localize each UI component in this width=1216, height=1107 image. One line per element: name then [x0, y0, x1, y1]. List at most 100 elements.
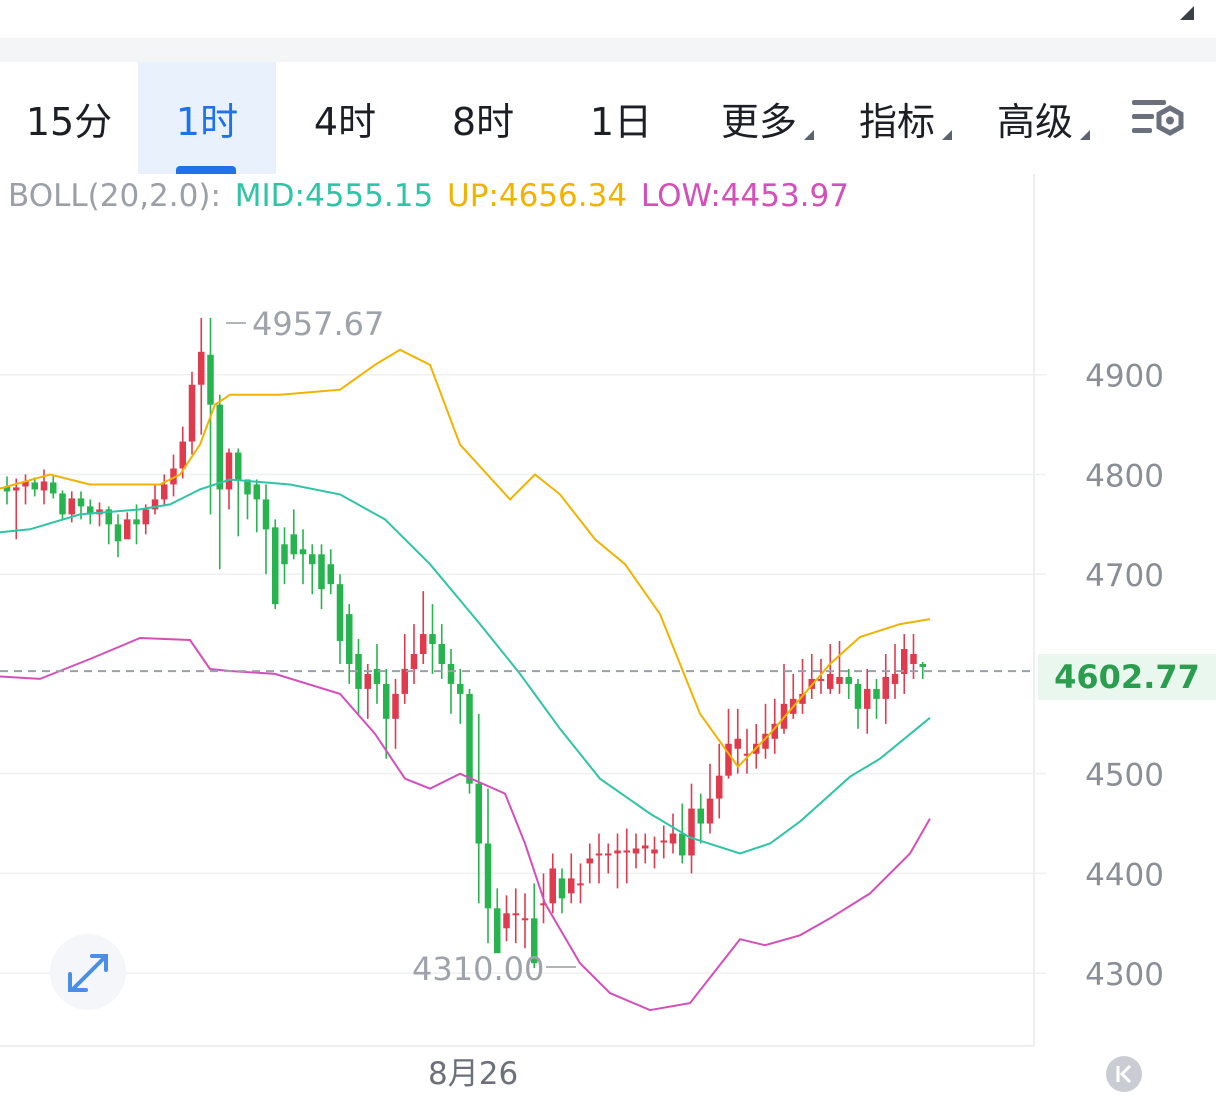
- candle-body: [854, 683, 862, 709]
- candle-body: [614, 850, 621, 854]
- candle: [392, 678, 399, 749]
- candle-body: [161, 484, 168, 500]
- candle: [919, 661, 926, 679]
- top-bar: [0, 0, 1216, 38]
- candle: [309, 544, 316, 595]
- candle-body: [327, 564, 334, 585]
- candle-body: [688, 808, 695, 856]
- candle: [253, 479, 260, 533]
- jump-to-latest-icon: [1116, 1064, 1132, 1084]
- candle-body: [336, 584, 344, 642]
- candle: [299, 529, 307, 585]
- candle-body: [114, 524, 122, 542]
- candle: [716, 743, 723, 819]
- tab-1h[interactable]: 1时: [138, 62, 276, 174]
- candle: [762, 703, 769, 759]
- candle-body: [558, 878, 566, 899]
- candle-body: [642, 845, 649, 849]
- candle-body: [170, 468, 177, 485]
- candle: [235, 448, 242, 537]
- candle-body: [364, 673, 371, 689]
- candle-body: [771, 723, 778, 739]
- candle-body: [31, 482, 38, 490]
- candle-body: [817, 678, 825, 681]
- expand-arrows-icon: [68, 954, 108, 992]
- candle: [170, 454, 177, 497]
- candle: [281, 527, 288, 585]
- tab-1d[interactable]: 1日: [552, 62, 690, 174]
- candle: [484, 788, 492, 944]
- tab-advanced[interactable]: 高级: [966, 62, 1104, 174]
- candle-body: [873, 688, 880, 699]
- triangle-up-right-icon[interactable]: [1180, 6, 1194, 20]
- candle-body: [679, 833, 686, 856]
- active-indicator: [176, 166, 236, 174]
- candle: [475, 713, 482, 904]
- candle-body: [827, 673, 834, 689]
- candle: [114, 514, 122, 558]
- candle: [151, 484, 159, 515]
- candle-body: [466, 693, 473, 784]
- candle: [447, 649, 455, 714]
- candle-body: [179, 441, 186, 469]
- candle: [605, 843, 612, 874]
- candle: [161, 474, 168, 507]
- candle: [503, 895, 510, 942]
- tab-more[interactable]: 更多: [690, 62, 828, 174]
- candle-body: [762, 733, 769, 749]
- tab-label: 8时: [451, 99, 515, 144]
- candle: [133, 504, 140, 545]
- candle: [660, 825, 667, 859]
- candle: [688, 783, 695, 874]
- candle: [244, 479, 251, 520]
- y-tick-label: 4500: [1085, 758, 1164, 794]
- candle: [836, 641, 843, 694]
- candle-body: [281, 544, 288, 565]
- tab-8h[interactable]: 8时: [414, 62, 552, 174]
- candle-body: [299, 549, 307, 555]
- candle: [50, 476, 57, 499]
- candle-body: [836, 676, 843, 684]
- candle: [457, 668, 464, 724]
- candle: [623, 828, 630, 884]
- tab-indicators[interactable]: 指标: [828, 62, 966, 174]
- candle-body: [22, 481, 29, 487]
- tab-label: 1日: [589, 99, 653, 144]
- candle: [799, 658, 806, 714]
- candle: [910, 634, 917, 679]
- candle-body: [50, 482, 57, 494]
- tab-15m[interactable]: 15分: [0, 62, 138, 174]
- boll-label: BOLL(20,2.0):: [8, 178, 221, 214]
- boll-mid-line: [0, 478, 931, 855]
- chart-settings-icon[interactable]: [1130, 96, 1188, 142]
- candle-body: [272, 527, 279, 605]
- candle-body: [151, 499, 159, 510]
- tab-4h[interactable]: 4时: [276, 62, 414, 174]
- candle-body: [410, 654, 418, 669]
- candlestick-chart[interactable]: 4900 4800 4700 4500 4400 4300 4957.67 4310.00: [0, 174, 1216, 1054]
- candle: [734, 708, 741, 774]
- candle: [466, 688, 473, 794]
- candle: [401, 634, 408, 704]
- candle: [568, 853, 575, 904]
- candle: [438, 624, 445, 679]
- candle: [697, 793, 704, 844]
- candle-body: [438, 644, 445, 664]
- candle-body: [910, 654, 917, 664]
- candle: [355, 639, 362, 714]
- candle-body: [447, 663, 455, 684]
- candle-body: [568, 878, 575, 894]
- candle: [642, 833, 649, 864]
- candle: [336, 574, 344, 664]
- jump-to-latest-button[interactable]: [1106, 1056, 1142, 1092]
- candle: [706, 763, 714, 834]
- candle-body: [198, 351, 205, 385]
- y-axis-labels: 4900 4800 4700 4500 4400 4300: [1085, 359, 1164, 993]
- candle: [327, 549, 334, 595]
- expand-button[interactable]: [50, 934, 126, 1010]
- candle: [864, 668, 871, 734]
- candle-body: [373, 668, 381, 684]
- candle: [771, 698, 778, 754]
- candle: [558, 868, 566, 914]
- candle: [373, 644, 381, 704]
